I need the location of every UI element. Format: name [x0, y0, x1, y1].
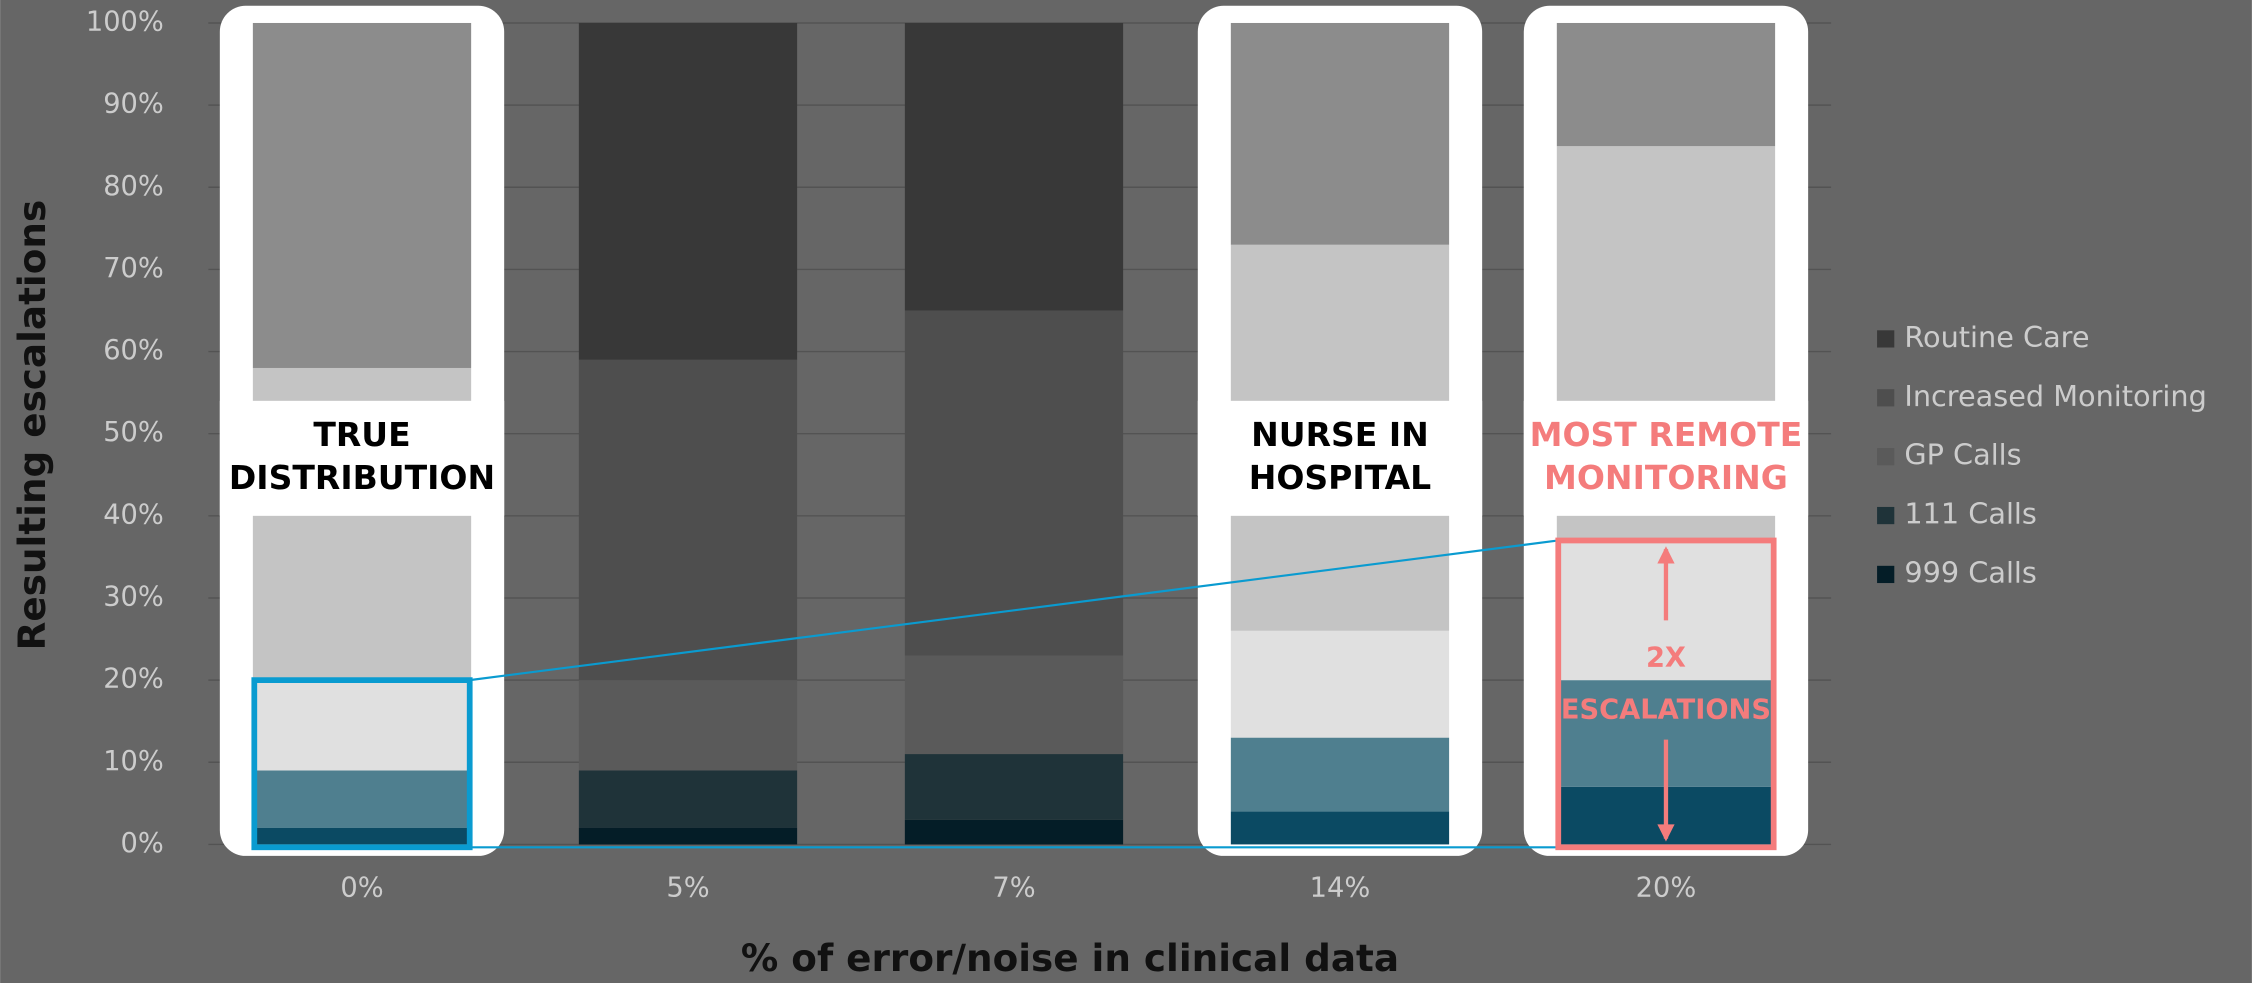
- annotation-text: TRUE: [313, 415, 410, 454]
- x-tick-label: 5%: [666, 872, 709, 903]
- y-tick-label: 100%: [86, 6, 164, 37]
- x-tick-label: 14%: [1310, 872, 1371, 903]
- annotation-text: MOST REMOTE: [1530, 415, 1803, 454]
- bar-segment: [252, 680, 472, 771]
- bar-segment: [1556, 22, 1776, 147]
- y-tick-label: 60%: [103, 335, 164, 366]
- y-tick-label: 10%: [103, 746, 164, 777]
- bar-segment: [252, 22, 472, 368]
- arrow-head: [1657, 824, 1675, 842]
- y-tick-label: 20%: [103, 664, 164, 695]
- bar-segment: [1230, 737, 1450, 812]
- y-tick-label: 0%: [121, 828, 164, 859]
- legend-label: GP Calls: [1904, 438, 2021, 472]
- highlight-box: [1555, 537, 1777, 851]
- y-tick-label: 90%: [103, 89, 164, 120]
- annotation-text: HOSPITAL: [1249, 458, 1432, 497]
- y-tick-label: 50%: [103, 417, 164, 448]
- bar-segment: [1230, 630, 1450, 738]
- y-axis-title: Resulting escalations: [10, 200, 54, 651]
- bar-segment: [1230, 22, 1450, 245]
- label-backdrop: [219, 400, 505, 516]
- x-axis-title: % of error/noise in clinical data: [741, 936, 1399, 980]
- y-tick-label: 30%: [103, 581, 164, 612]
- label-backdrop: [1523, 400, 1809, 516]
- legend-label: 111 Calls: [1904, 497, 2037, 531]
- legend-label: Routine Care: [1904, 320, 2089, 354]
- callout-text: ESCALATIONS: [1561, 694, 1771, 725]
- y-tick-label: 40%: [103, 499, 164, 530]
- x-tick-label: 7%: [992, 872, 1035, 903]
- annotation-text: NURSE IN: [1251, 415, 1429, 454]
- annotation-text: DISTRIBUTION: [229, 458, 495, 497]
- bar-segment: [252, 827, 472, 845]
- y-tick-label: 80%: [103, 171, 164, 202]
- callout-text: 2X: [1646, 643, 1686, 674]
- arrow-head: [1657, 546, 1675, 564]
- y-tick-label: 70%: [103, 253, 164, 284]
- annotation-text: MONITORING: [1544, 458, 1788, 497]
- bar-segment: [1230, 811, 1450, 845]
- x-tick-label: 0%: [340, 872, 383, 903]
- label-backdrop: [1197, 400, 1483, 516]
- connector: [469, 539, 1559, 682]
- bar-segment: [252, 770, 472, 828]
- legend-label: 999 Calls: [1904, 555, 2037, 589]
- highlight-box: [251, 677, 473, 851]
- legend-label: Increased Monitoring: [1904, 379, 2206, 413]
- x-tick-label: 20%: [1636, 872, 1697, 903]
